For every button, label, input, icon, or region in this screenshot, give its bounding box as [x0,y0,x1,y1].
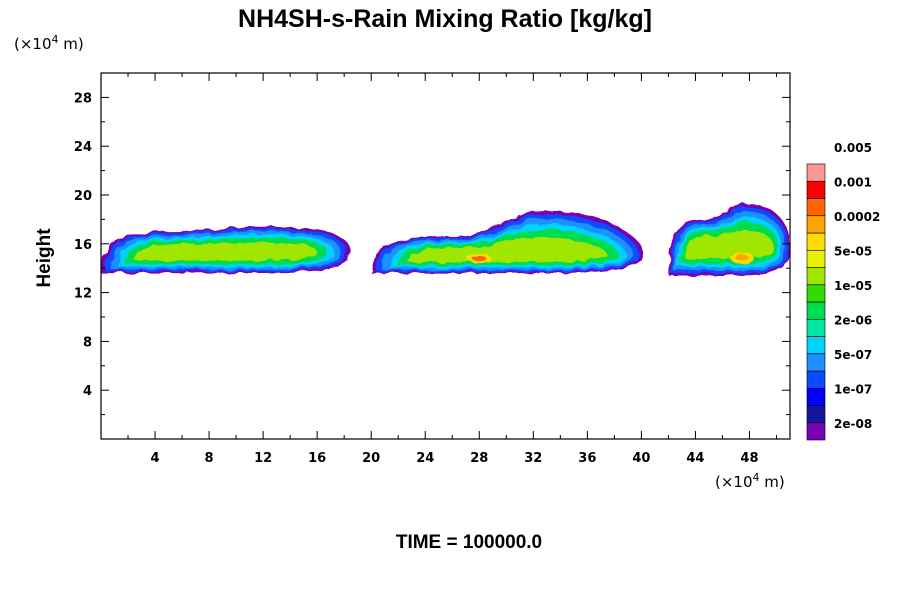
colorbar: 2e-08 1e-07 5e-07 2e-06 1e-05 5e-05 0.0002 0.00… [806,141,880,441]
x-tick-label: 12 [254,451,272,466]
colorbar-swatch [806,232,826,251]
colorbar-label: 5e-07 [834,348,872,362]
x-tick-label: 40 [632,451,650,466]
y-tick-label: 8 [83,335,92,350]
y-tick-label: 20 [74,189,92,204]
x-tick-label: 44 [686,451,704,466]
time-label: TIME = 100000.0 [396,532,542,553]
colorbar-label: 2e-06 [834,313,872,327]
colorbar-swatch [806,163,826,182]
x-tick-label: 24 [416,451,434,466]
x-tick-label: 8 [205,451,214,466]
colorbar-swatch [806,422,826,441]
colorbar-swatch [806,370,826,389]
colorbar-swatch [806,249,826,268]
y-tick-label: 16 [74,238,92,253]
x-tick-label: 32 [524,451,542,466]
chart-title: NH4SH-s-Rain Mixing Ratio [kg/kg] [238,5,652,33]
colorbar-swatch [806,198,826,217]
y-axis-label: Height [34,228,55,288]
cloud-contour [408,237,608,263]
y-tick-label: 28 [74,91,92,106]
plot-frame [100,72,791,440]
x-tick-label: 4 [151,451,160,466]
cloud-core [735,255,750,262]
colorbar-swatch [806,284,826,303]
x-tick-label: 48 [740,451,758,466]
x-axis: 4 8 12 16 20 24 28 32 36 40 44 48 [127,73,777,466]
colorbar-label: 0.001 [834,175,872,189]
x-tick-label: 28 [470,451,488,466]
cloud-contour [684,229,774,259]
colorbar-swatch [806,215,826,234]
y-axis: 4 8 12 16 20 24 28 [74,72,790,416]
cloud-field [101,203,790,276]
y-tick-label: 4 [83,384,92,399]
colorbar-label: 5e-05 [834,244,872,258]
y-tick-label: 24 [74,140,92,155]
y-tick-label: 12 [74,287,92,302]
colorbar-swatch [806,353,826,372]
colorbar-swatch [806,267,826,286]
colorbar-swatch [806,318,826,337]
colorbar-swatch [806,387,826,406]
colorbar-label: 0.0002 [834,210,880,224]
x-tick-label: 20 [362,451,380,466]
x-tick-label: 36 [578,451,596,466]
colorbar-swatch [806,180,826,199]
colorbar-label: 2e-08 [834,417,872,431]
cloud-core [472,255,487,262]
colorbar-swatch [806,301,826,320]
x-unit-label: (×104 m) [715,471,785,491]
x-tick-label: 16 [308,451,326,466]
y-unit-label: (×104 m) [14,33,84,53]
colorbar-label: 1e-07 [834,382,872,396]
cloud-contour [134,242,318,261]
colorbar-swatch [806,336,826,355]
colorbar-swatch [806,405,826,424]
colorbar-label: 1e-05 [834,279,872,293]
colorbar-label: 0.005 [834,141,872,155]
